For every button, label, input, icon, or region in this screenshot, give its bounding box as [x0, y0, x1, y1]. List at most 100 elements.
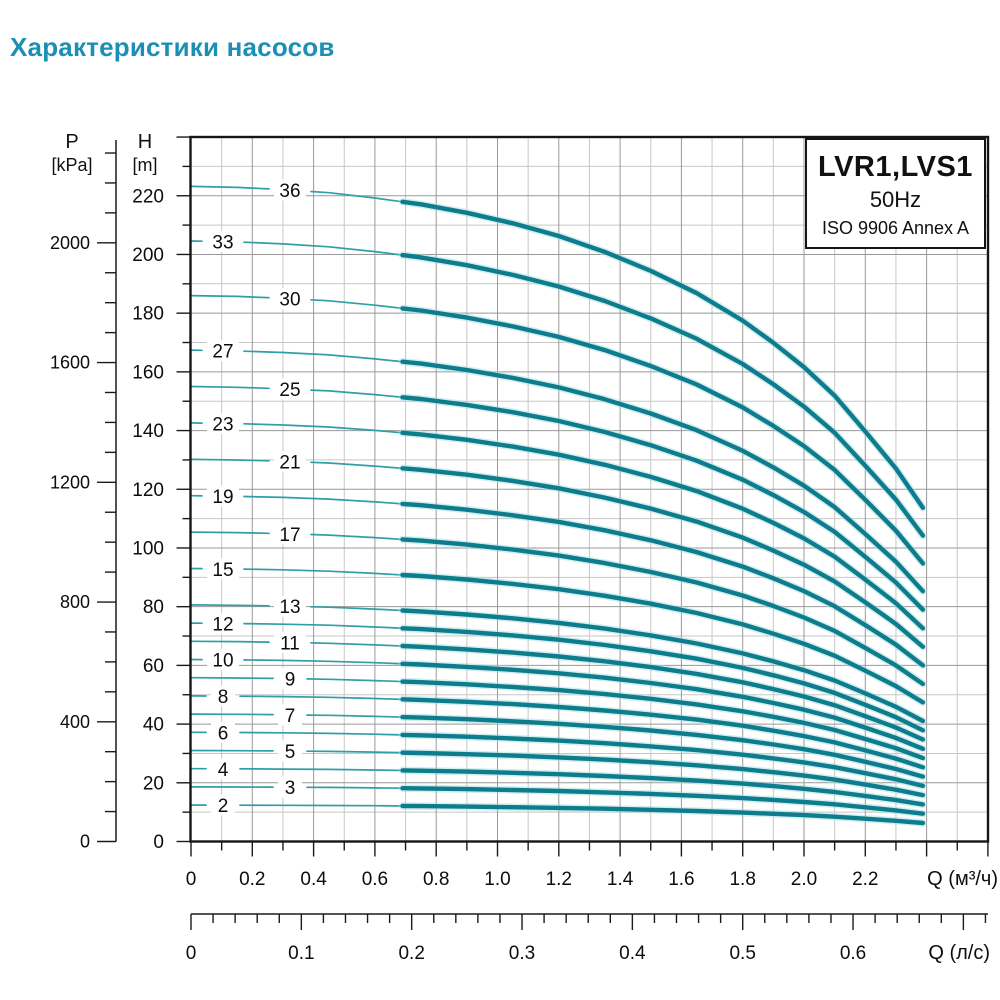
flow-m3h-tick-label: 1.8	[729, 869, 755, 890]
curve-label-bg	[211, 758, 235, 780]
head-axis-tick-label: 60	[143, 656, 164, 677]
pump-curve-23	[400, 430, 926, 631]
head-axis-tick-label: 120	[132, 480, 164, 501]
pressure-axis-tick-label: 2000	[50, 233, 90, 253]
curve-label-bg	[274, 378, 306, 400]
flow-m3h-tick-label: 0	[186, 869, 197, 890]
head-axis-tick-label: 0	[153, 832, 164, 853]
pressure-axis-tick-label: 0	[80, 832, 90, 852]
flow-m3h-tick-label: 1.4	[607, 869, 634, 890]
pump-curve-11-thin	[310, 642, 408, 648]
pump-curve-19	[400, 501, 926, 668]
curve-label-bg	[211, 685, 235, 707]
legend-standard: ISO 9906 Annex A	[821, 218, 970, 238]
x-axis-unit-m3h: Q (м³/ч)	[927, 868, 998, 890]
flow-m3h-tick-label: 0.6	[362, 869, 388, 890]
pump-curve-27-thin	[243, 350, 408, 363]
head-axis-tick-label: 200	[132, 245, 164, 266]
pump-curve-17	[400, 537, 926, 687]
pump-curve-3	[400, 786, 926, 816]
pump-curve-21	[400, 466, 926, 649]
head-axis-tick-label: 100	[132, 538, 164, 559]
pump-curve-9-thin	[190, 676, 274, 680]
curve-label-bg	[207, 649, 239, 671]
pump-curve-15	[400, 572, 926, 705]
curve-label-bg	[211, 721, 235, 743]
pump-curve-15-thin	[243, 568, 408, 577]
head-axis-unit: [m]	[132, 155, 158, 175]
curve-label: 15	[212, 560, 233, 581]
curve-label-bg	[211, 794, 235, 816]
legend-model: LVR1,LVS1	[818, 151, 973, 183]
pump-curve-12-thin	[243, 622, 408, 630]
curve-label-bg	[274, 450, 306, 472]
pump-curve-23-halo	[398, 429, 927, 633]
pump-curve-5	[400, 750, 926, 798]
pump-curve-4	[400, 768, 926, 807]
flow-m3h-tick-label: 2.0	[791, 869, 817, 890]
pump-curve-13-thin	[310, 605, 408, 612]
curve-label-bg	[207, 612, 239, 634]
curve-label: 6	[218, 723, 229, 744]
curve-label-bg	[274, 523, 306, 545]
head-axis-tick-label: 40	[143, 715, 164, 736]
curve-label-bg	[207, 340, 239, 362]
pump-curve-33-thin	[243, 241, 408, 257]
curve-label: 25	[279, 380, 300, 401]
flow-ls-tick-label: 0.5	[729, 943, 755, 964]
pump-curve-10-thin	[243, 659, 408, 665]
pump-curve-36	[400, 199, 926, 510]
flow-m3h-tick-label: 0.4	[300, 869, 327, 890]
curve-label: 7	[285, 706, 296, 727]
curve-label-bg	[274, 179, 306, 201]
curve-label: 13	[279, 597, 300, 618]
pressure-axis-tick-label: 1600	[50, 353, 90, 373]
curve-label: 21	[279, 452, 300, 473]
curve-label-bg	[278, 740, 302, 762]
pump-curve-36-thin	[310, 190, 408, 204]
pump-curve-7-thin	[190, 713, 274, 716]
pump-curve-25-thin	[310, 389, 408, 399]
pump-curve-21-thin	[190, 458, 270, 462]
pump-curve-30	[400, 306, 926, 566]
curve-label-bg	[278, 668, 302, 690]
curve-label: 12	[212, 614, 233, 635]
pump-curve-30-thin	[190, 294, 270, 299]
flow-m3h-tick-label: 1.0	[484, 869, 510, 890]
pump-curve-19-thin	[243, 495, 408, 505]
pump-curve-8	[400, 697, 926, 770]
curve-label: 5	[285, 742, 296, 763]
flow-m3h-tick-label: 2.2	[852, 869, 878, 890]
curve-label-bg	[274, 288, 306, 310]
pump-curve-11	[400, 643, 926, 742]
pump-curve-9-thin	[306, 678, 408, 683]
pressure-axis-tick-label: 400	[60, 712, 90, 732]
curve-label-bg	[274, 631, 306, 653]
curve-label: 2	[218, 796, 229, 817]
pump-curve-2-thin	[239, 804, 408, 807]
pump-curve-9	[400, 679, 926, 761]
pump-curve-12	[400, 626, 926, 733]
pump-curve-13	[400, 608, 926, 724]
flow-ls-tick-label: 0.6	[840, 943, 866, 964]
pump-curve-27	[400, 359, 926, 594]
pressure-axis-header: P [kPa]	[46, 131, 98, 177]
curve-label: 10	[212, 651, 233, 672]
curve-label-bg	[207, 558, 239, 580]
head-axis-tick-label: 80	[143, 597, 164, 618]
pump-curve-7-thin	[306, 714, 408, 719]
curve-label: 3	[285, 778, 296, 799]
pressure-axis-unit: [kPa]	[51, 155, 93, 175]
head-axis-tick-label: 180	[132, 304, 164, 325]
legend-box: LVR1,LVS1 50Hz ISO 9906 Annex A	[805, 138, 986, 249]
pump-curve-8-thin	[239, 695, 408, 701]
head-axis-tick-label: 20	[143, 773, 164, 794]
pump-curve-30-halo	[398, 304, 927, 568]
pump-curve-11-thin	[190, 640, 270, 643]
curve-label-bg	[278, 704, 302, 726]
pump-curve-21-halo	[398, 464, 927, 651]
pump-curve-7	[400, 714, 926, 779]
curve-label: 11	[280, 633, 300, 654]
